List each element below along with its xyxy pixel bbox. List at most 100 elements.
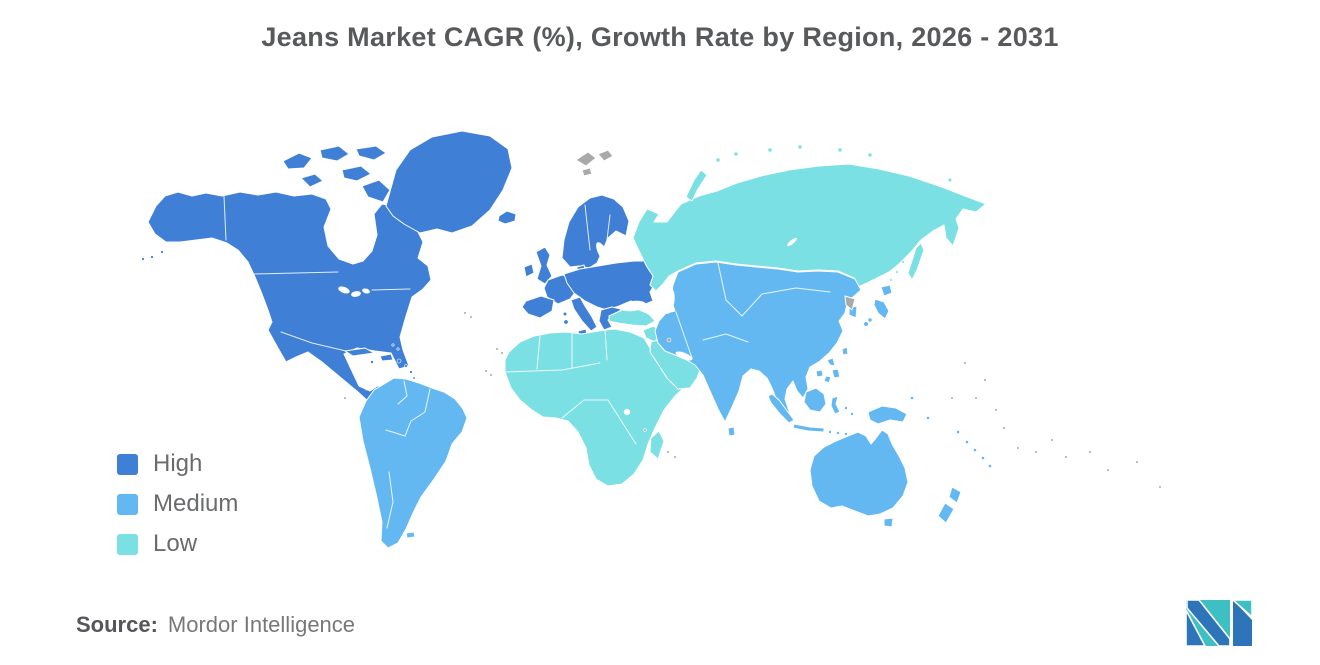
- island-dot: [489, 373, 493, 377]
- island-dot: [926, 416, 930, 420]
- region-southeast-asia: [767, 357, 908, 436]
- black-sea: [620, 300, 646, 312]
- baltic-sea: [596, 242, 610, 264]
- island-dot: [950, 396, 954, 400]
- logo-m-wedge: [1186, 609, 1206, 646]
- island-dot: [974, 396, 978, 400]
- region-north-korea: [844, 295, 856, 311]
- sakhalin: [907, 242, 925, 281]
- sumatra: [767, 393, 795, 424]
- island-dot: [988, 464, 992, 468]
- region-oceania: [809, 429, 962, 528]
- island-dot: [396, 358, 402, 364]
- logo-i-cap: [1231, 600, 1252, 619]
- region-iceland: [497, 210, 517, 225]
- island-dot: [1064, 455, 1068, 459]
- philippines: [823, 375, 832, 384]
- island-dot: [673, 455, 677, 459]
- island-dot: [844, 406, 848, 410]
- island-dot: [469, 315, 473, 319]
- island-dot: [1016, 446, 1020, 450]
- source-name: Mordor Intelligence: [167, 612, 356, 637]
- legend-item-low: Low: [117, 532, 238, 556]
- svalbard-island: [597, 149, 614, 162]
- region-melanesia: [910, 396, 992, 468]
- legend-swatch-medium: [117, 493, 138, 515]
- iberia: [521, 295, 555, 319]
- country-borders: [223, 195, 831, 529]
- north-america-mainland: [147, 191, 432, 421]
- island-dot: [850, 412, 854, 416]
- island-dot: [666, 450, 670, 454]
- honshu: [873, 298, 890, 320]
- island-dot: [836, 431, 840, 435]
- island-dot: [910, 396, 914, 400]
- island-dot: [828, 430, 832, 434]
- nz-north-island: [948, 486, 962, 504]
- asia-mainland: [654, 261, 862, 423]
- island-dot: [500, 351, 504, 355]
- novaya-zemlya: [685, 169, 708, 202]
- island-dot: [1034, 450, 1038, 454]
- central-east-europe: [563, 260, 658, 311]
- hokkaido: [880, 284, 893, 297]
- new-guinea: [867, 405, 908, 425]
- kuril-dot: [901, 260, 905, 264]
- cuba: [344, 347, 375, 357]
- caspian-sea: [663, 288, 675, 314]
- source-line: Source: Mordor Intelligence: [76, 612, 355, 638]
- hainan: [815, 369, 824, 378]
- region-south-america: [358, 377, 468, 549]
- aleutian-dot: [141, 257, 145, 261]
- nz-south-island: [937, 502, 955, 524]
- island-dot: [409, 370, 413, 374]
- legend-swatch-high: [117, 453, 138, 475]
- island-dot: [981, 456, 985, 460]
- map-legend: High Medium Low: [117, 452, 238, 572]
- source-label: Source:: [76, 612, 158, 637]
- island-dot: [1158, 485, 1162, 489]
- island-dot: [412, 376, 416, 380]
- philippines: [831, 368, 841, 379]
- hispaniola: [379, 353, 394, 362]
- legend-label-medium: Medium: [153, 490, 239, 517]
- logo-m-diagonal: [1186, 600, 1231, 646]
- arctic-island-dot: [867, 152, 873, 158]
- arctic-island-dot: [797, 144, 803, 150]
- island-dot: [994, 408, 998, 412]
- island-dot: [463, 311, 467, 315]
- kyushu-dot: [867, 317, 873, 323]
- island-dot: [844, 432, 848, 436]
- chart-title: Jeans Market CAGR (%), Growth Rate by Re…: [261, 22, 1059, 52]
- legend-label-high: High: [153, 450, 203, 477]
- taiwan: [841, 346, 849, 356]
- island-dot: [1135, 460, 1139, 464]
- region-greenland: [385, 130, 513, 234]
- island-dot: [956, 430, 960, 434]
- island-dot: [1088, 450, 1092, 454]
- logo-i-bar: [1233, 600, 1252, 646]
- island-dot: [1002, 426, 1006, 430]
- region-asia: [654, 261, 862, 437]
- arctic-island: [355, 145, 387, 161]
- region-russia: [632, 144, 987, 292]
- arctic-island: [300, 173, 324, 188]
- legend-swatch-low: [117, 533, 138, 555]
- corsica: [562, 311, 568, 317]
- arctic-island: [282, 152, 313, 170]
- island-dot: [370, 360, 374, 364]
- island-dot: [643, 428, 647, 432]
- baffin-island: [361, 179, 391, 203]
- region-north-america: [141, 145, 432, 421]
- wrangel-dot: [947, 177, 953, 183]
- island-dot: [1106, 468, 1110, 472]
- legend-item-high: High: [117, 452, 238, 476]
- arctic-island-dot: [837, 147, 843, 153]
- island-dot: [963, 361, 967, 365]
- water-bodies: [338, 237, 797, 416]
- region-caribbean: [344, 343, 416, 380]
- falkland-islands: [405, 531, 416, 539]
- lake-victoria: [623, 408, 631, 416]
- region-japan: [863, 284, 893, 327]
